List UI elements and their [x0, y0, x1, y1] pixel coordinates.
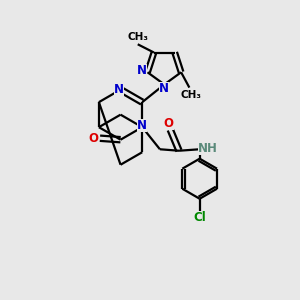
Text: Cl: Cl: [193, 211, 206, 224]
Text: N: N: [114, 83, 124, 96]
Text: NH: NH: [198, 142, 218, 155]
Text: N: N: [137, 64, 147, 77]
Text: O: O: [88, 132, 98, 145]
Text: N: N: [137, 119, 147, 132]
Text: CH₃: CH₃: [127, 32, 148, 42]
Text: O: O: [164, 117, 174, 130]
Text: N: N: [159, 82, 169, 94]
Text: CH₃: CH₃: [180, 90, 201, 100]
